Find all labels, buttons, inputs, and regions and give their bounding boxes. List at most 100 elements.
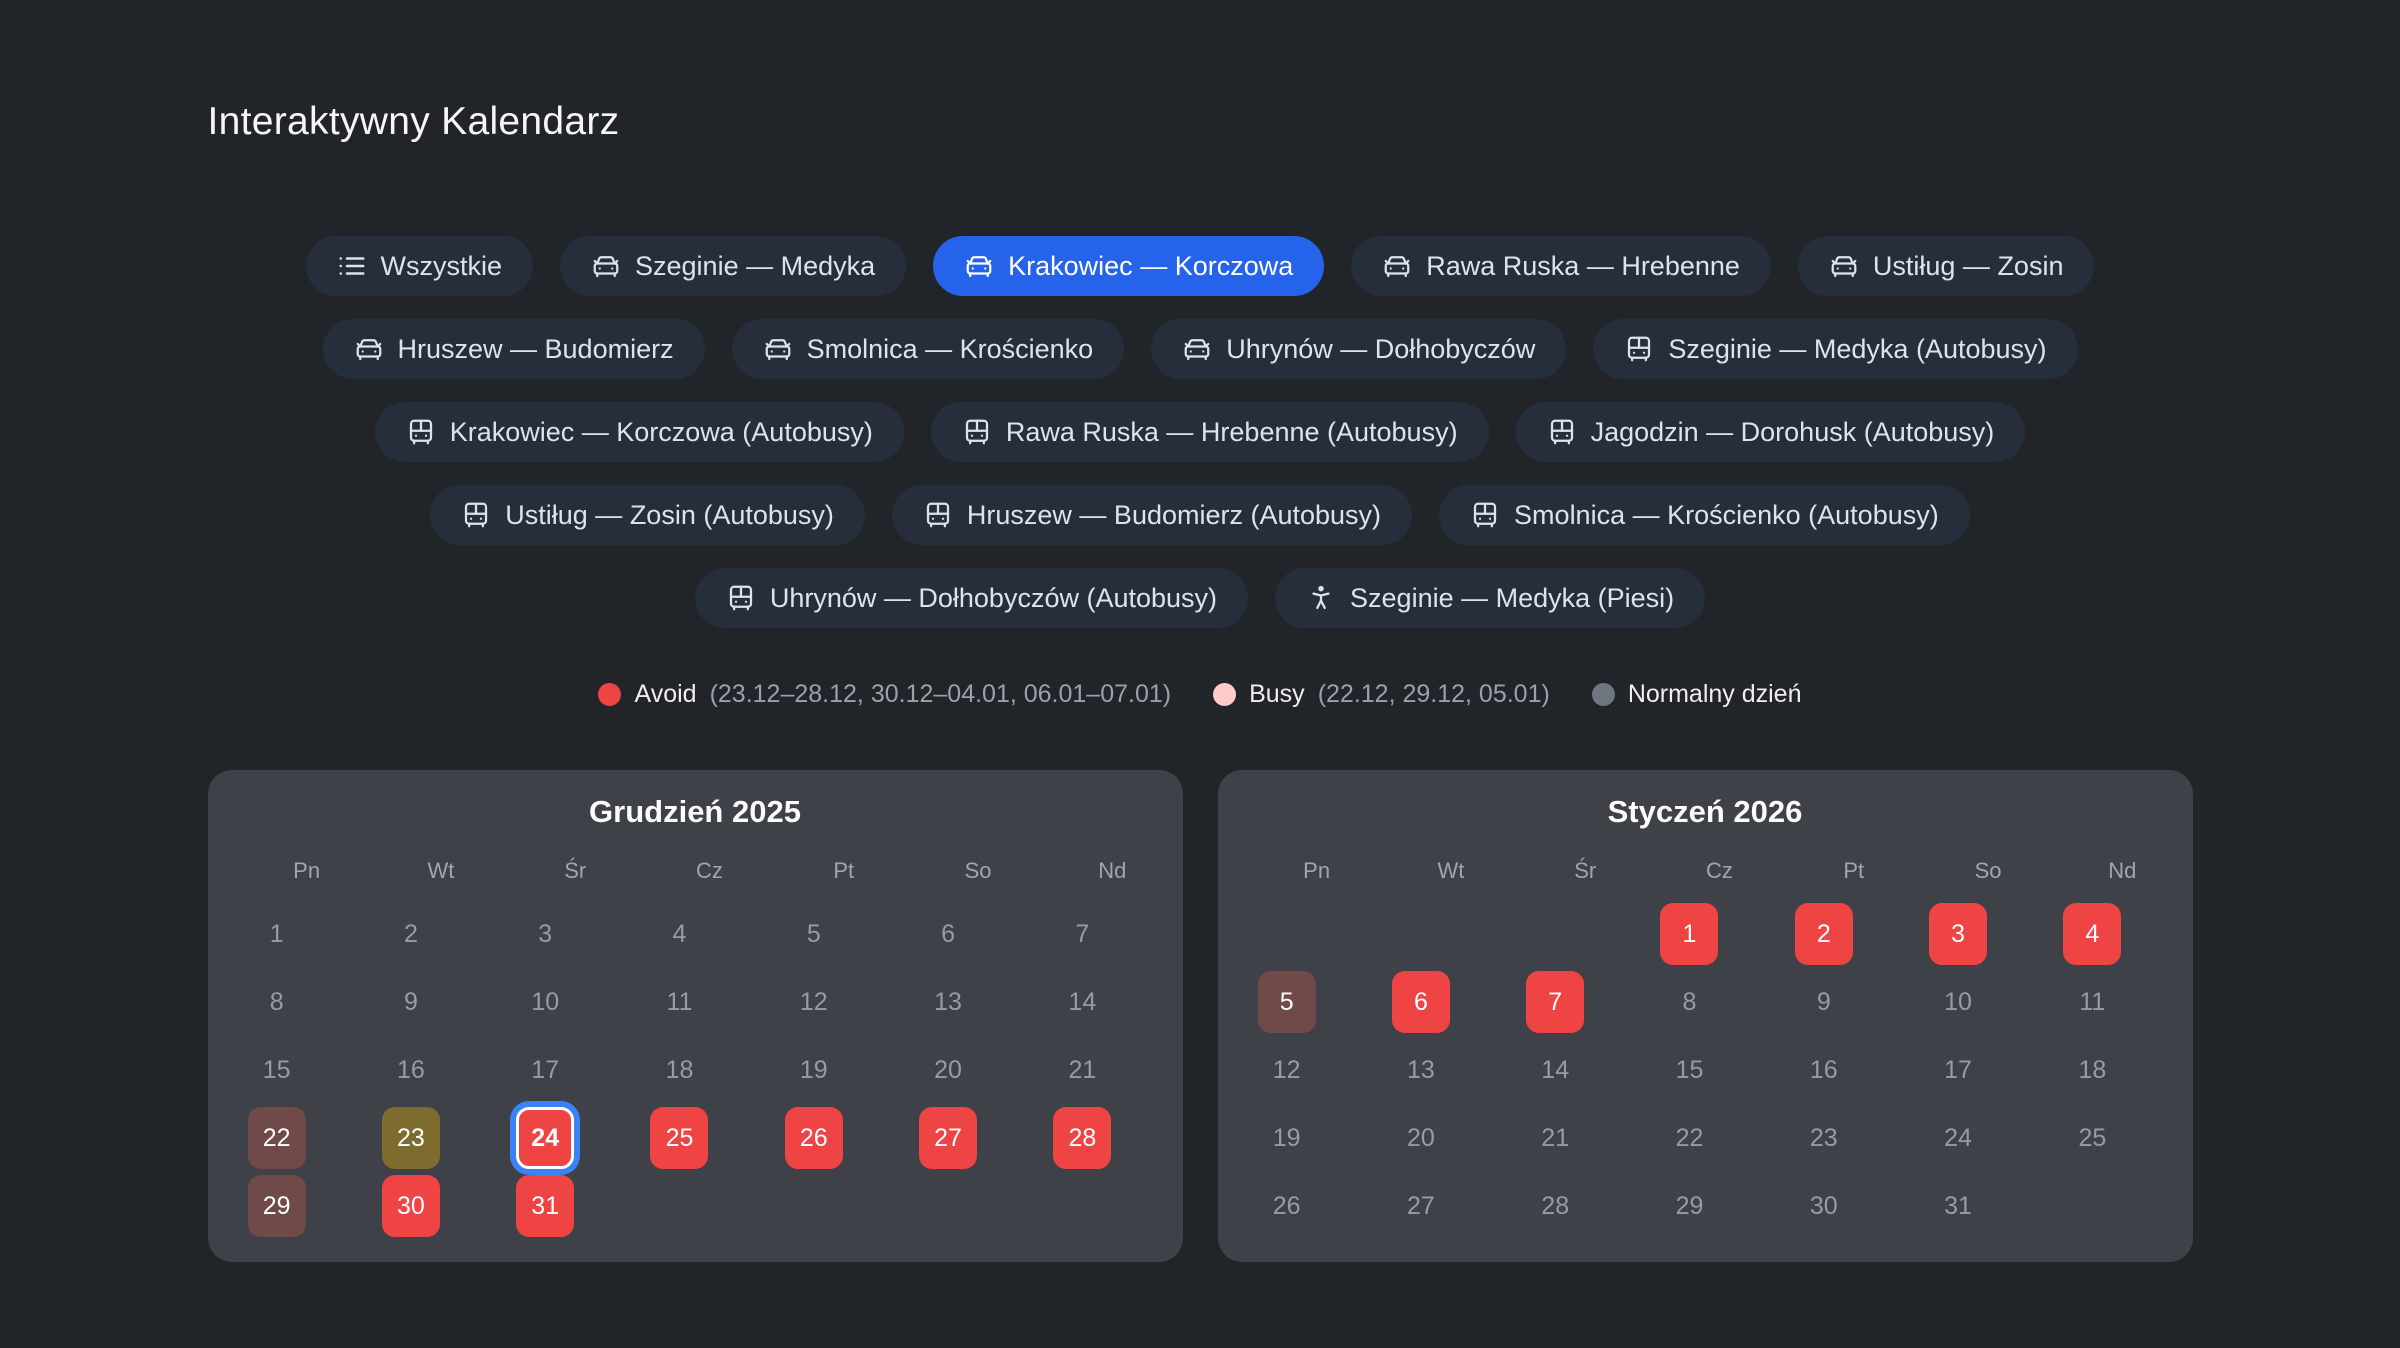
- day-cell-styczen-2026-1[interactable]: 1: [1622, 900, 1756, 968]
- day-cell-grudzien-2025-30[interactable]: 30: [344, 1172, 478, 1240]
- day-cell-styczen-2026-22[interactable]: 22: [1622, 1104, 1756, 1172]
- day-cell-styczen-2026-10[interactable]: 10: [1891, 968, 2025, 1036]
- day-cell-grudzien-2025-25[interactable]: 25: [612, 1104, 746, 1172]
- day-cell-grudzien-2025-11[interactable]: 11: [612, 968, 746, 1036]
- weekday-label: So: [964, 858, 992, 883]
- calendar-day: 24: [1944, 1123, 1972, 1152]
- day-cell-styczen-2026-31[interactable]: 31: [1891, 1172, 2025, 1240]
- filter-chip-smolnica-krościenko[interactable]: Smolnica — Krościenko: [731, 319, 1125, 379]
- filter-chip-label: Szeginie — Medyka (Piesi): [1350, 582, 1675, 613]
- day-cell-styczen-2026-20[interactable]: 20: [1354, 1104, 1488, 1172]
- calendar-day: 21: [1541, 1123, 1570, 1152]
- day-cell-grudzien-2025-17[interactable]: 17: [478, 1036, 612, 1104]
- filter-chip-uhrynów-dołhobyczów-autobusy[interactable]: Uhrynów — Dołhobyczów (Autobusy): [694, 568, 1249, 628]
- day-cell-styczen-2026-28[interactable]: 28: [1488, 1172, 1622, 1240]
- day-cell-grudzien-2025-27[interactable]: 27: [881, 1104, 1015, 1172]
- filter-chip-jagodzin-dorohusk-autobusy[interactable]: Jagodzin — Dorohusk (Autobusy): [1515, 402, 2026, 462]
- day-cell-styczen-2026-13[interactable]: 13: [1354, 1036, 1488, 1104]
- day-cell-grudzien-2025-3[interactable]: 3: [478, 900, 612, 968]
- filter-list: Wszystkie Szeginie — Medyka Krakowiec — Ko…: [208, 236, 2193, 628]
- filter-chip-smolnica-krościenko-autobusy[interactable]: Smolnica — Krościenko (Autobusy): [1439, 485, 1970, 545]
- day-cell-styczen-2026-16[interactable]: 16: [1757, 1036, 1891, 1104]
- filter-chip-wszystkie[interactable]: Wszystkie: [305, 236, 534, 296]
- day-cell-grudzien-2025-18[interactable]: 18: [612, 1036, 746, 1104]
- calendar-day: 9: [1816, 987, 1831, 1016]
- day-cell-styczen-2026-27[interactable]: 27: [1354, 1172, 1488, 1240]
- filter-chip-ustiług-zosin[interactable]: Ustiług — Zosin: [1797, 236, 2095, 296]
- day-cell-grudzien-2025-1[interactable]: 1: [210, 900, 344, 968]
- day-cell-grudzien-2025-10[interactable]: 10: [478, 968, 612, 1036]
- weekday-label: Śr: [564, 858, 587, 883]
- day-cell-grudzien-2025-19[interactable]: 19: [747, 1036, 881, 1104]
- day-cell-grudzien-2025-4[interactable]: 4: [612, 900, 746, 968]
- day-cell-styczen-2026-30[interactable]: 30: [1757, 1172, 1891, 1240]
- page-title: Interaktywny Kalendarz: [207, 100, 620, 143]
- filter-chip-uhrynów-dołhobyczów[interactable]: Uhrynów — Dołhobyczów: [1151, 319, 1567, 379]
- day-cell-styczen-2026-7[interactable]: 7: [1488, 968, 1622, 1036]
- day-cell-styczen-2026-3[interactable]: 3: [1891, 900, 2025, 968]
- filter-chip-rawa-ruska-hrebenne-autobusy[interactable]: Rawa Ruska — Hrebenne (Autobusy): [930, 402, 1489, 462]
- day-cell-grudzien-2025-6[interactable]: 6: [881, 900, 1015, 968]
- day-cell-styczen-2026-4[interactable]: 4: [2025, 900, 2159, 968]
- day-cell-styczen-2026-15[interactable]: 15: [1622, 1036, 1756, 1104]
- weekday-label: Wt: [427, 858, 455, 883]
- filter-chip-ustiług-zosin-autobusy[interactable]: Ustiług — Zosin (Autobusy): [430, 485, 865, 545]
- day-cell-grudzien-2025-29[interactable]: 29: [210, 1172, 344, 1240]
- day-cell-grudzien-2025-13[interactable]: 13: [881, 968, 1015, 1036]
- legend-label: Avoid: [634, 680, 697, 708]
- day-cell-grudzien-2025-16[interactable]: 16: [344, 1036, 478, 1104]
- filter-chip-szeginie-medyka-piesi[interactable]: Szeginie — Medyka (Piesi): [1275, 568, 1706, 628]
- day-cell-grudzien-2025-28[interactable]: 28: [1015, 1104, 1149, 1172]
- filter-chip-hruszew-budomierz-autobusy[interactable]: Hruszew — Budomierz (Autobusy): [891, 485, 1413, 545]
- filter-chip-krakowiec-korczowa[interactable]: Krakowiec — Korczowa: [933, 236, 1325, 296]
- day-cell-styczen-2026-2[interactable]: 2: [1757, 900, 1891, 968]
- car-icon: [354, 334, 384, 364]
- day-cell-grudzien-2025-5[interactable]: 5: [747, 900, 881, 968]
- day-cell-styczen-2026-14[interactable]: 14: [1488, 1036, 1622, 1104]
- day-cell-grudzien-2025-20[interactable]: 20: [881, 1036, 1015, 1104]
- calendar-day: 6: [941, 919, 956, 948]
- day-cell-styczen-2026-9[interactable]: 9: [1757, 968, 1891, 1036]
- filter-chip-rawa-ruska-hrebenne[interactable]: Rawa Ruska — Hrebenne: [1351, 236, 1771, 296]
- day-cell-styczen-2026-17[interactable]: 17: [1891, 1036, 2025, 1104]
- filter-row: Krakowiec — Korczowa (Autobusy) Rawa Rusk…: [208, 402, 2193, 462]
- legend-item-avoid: Avoid (23.12–28.12, 30.12–04.01, 06.01–07…: [598, 680, 1171, 709]
- day-cell-grudzien-2025-14[interactable]: 14: [1015, 968, 1149, 1036]
- day-cell-styczen-2026-19[interactable]: 19: [1220, 1104, 1354, 1172]
- day-cell-styczen-2026-11[interactable]: 11: [2025, 968, 2159, 1036]
- day-cell-styczen-2026-25[interactable]: 25: [2025, 1104, 2159, 1172]
- day-cell-styczen-2026-6[interactable]: 6: [1354, 968, 1488, 1036]
- filter-chip-krakowiec-korczowa-autobusy[interactable]: Krakowiec — Korczowa (Autobusy): [374, 402, 904, 462]
- day-cell-grudzien-2025-21[interactable]: 21: [1015, 1036, 1149, 1104]
- filter-chip-szeginie-medyka-autobusy[interactable]: Szeginie — Medyka (Autobusy): [1593, 319, 2078, 379]
- day-cell-styczen-2026-29[interactable]: 29: [1622, 1172, 1756, 1240]
- day-cell-grudzien-2025-31[interactable]: 31: [478, 1172, 612, 1240]
- day-cell-styczen-2026-26[interactable]: 26: [1220, 1172, 1354, 1240]
- day-cell-grudzien-2025-26[interactable]: 26: [747, 1104, 881, 1172]
- day-cell-grudzien-2025-23[interactable]: 23: [344, 1104, 478, 1172]
- filter-chip-hruszew-budomierz[interactable]: Hruszew — Budomierz: [322, 319, 705, 379]
- day-cell-grudzien-2025-8[interactable]: 8: [210, 968, 344, 1036]
- day-cell-styczen-2026-24[interactable]: 24: [1891, 1104, 2025, 1172]
- day-cell-styczen-2026-12[interactable]: 12: [1220, 1036, 1354, 1104]
- day-grid: 1 2 3 4 5 6 7 8 9 10 11 12 13 14 15 16 17 18 19 20 21 22 23 24 2…: [1220, 900, 2160, 1240]
- day-cell-grudzien-2025-12[interactable]: 12: [747, 968, 881, 1036]
- day-cell-grudzien-2025-15[interactable]: 15: [210, 1036, 344, 1104]
- bus-icon: [1470, 500, 1500, 530]
- day-cell-styczen-2026-18[interactable]: 18: [2025, 1036, 2159, 1104]
- day-cell-grudzien-2025-9[interactable]: 9: [344, 968, 478, 1036]
- day-cell-styczen-2026-21[interactable]: 21: [1488, 1104, 1622, 1172]
- day-cell-grudzien-2025-24[interactable]: 24: [478, 1104, 612, 1172]
- calendar-day: 26: [1272, 1191, 1301, 1220]
- filter-chip-szeginie-medyka[interactable]: Szeginie — Medyka: [560, 236, 907, 296]
- day-cell-styczen-2026-23[interactable]: 23: [1757, 1104, 1891, 1172]
- day-cell-grudzien-2025-7[interactable]: 7: [1015, 900, 1149, 968]
- day-cell-styczen-2026-5[interactable]: 5: [1220, 968, 1354, 1036]
- day-cell-grudzien-2025-22[interactable]: 22: [210, 1104, 344, 1172]
- legend-item-normalny-dzień: Normalny dzień: [1591, 680, 1802, 709]
- day-cell-grudzien-2025-2[interactable]: 2: [344, 900, 478, 968]
- calendar-day-marked: 4: [2063, 903, 2122, 965]
- day-cell-styczen-2026-8[interactable]: 8: [1622, 968, 1756, 1036]
- day-grid: 1 2 3 4 5 6 7 8 9 10 11 12 13 14 15 16 17 18 19 20 21 22 23 24 2…: [210, 900, 1150, 1240]
- legend-dot: [1591, 683, 1615, 706]
